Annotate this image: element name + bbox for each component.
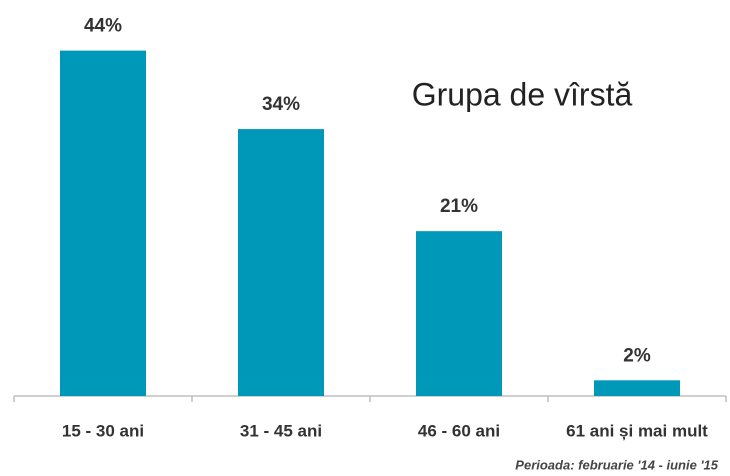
data-label: 44%: [84, 16, 122, 37]
footnote: Perioada: februarie '14 - iunie '15: [515, 457, 718, 472]
bar: [416, 231, 502, 396]
chart-title: Grupa de vîrstă: [412, 76, 633, 112]
bar: [594, 380, 680, 396]
data-label: 21%: [440, 196, 478, 217]
x-tick-label: 31 - 45 ani: [240, 421, 322, 440]
x-tick-label: 46 - 60 ani: [418, 421, 500, 440]
x-tick-label: 15 - 30 ani: [62, 421, 144, 440]
x-tick-label: 61 ani și mai mult: [566, 421, 708, 440]
data-label: 2%: [623, 345, 651, 366]
bar: [60, 50, 146, 396]
bar: [238, 129, 324, 396]
data-label: 34%: [262, 94, 300, 115]
